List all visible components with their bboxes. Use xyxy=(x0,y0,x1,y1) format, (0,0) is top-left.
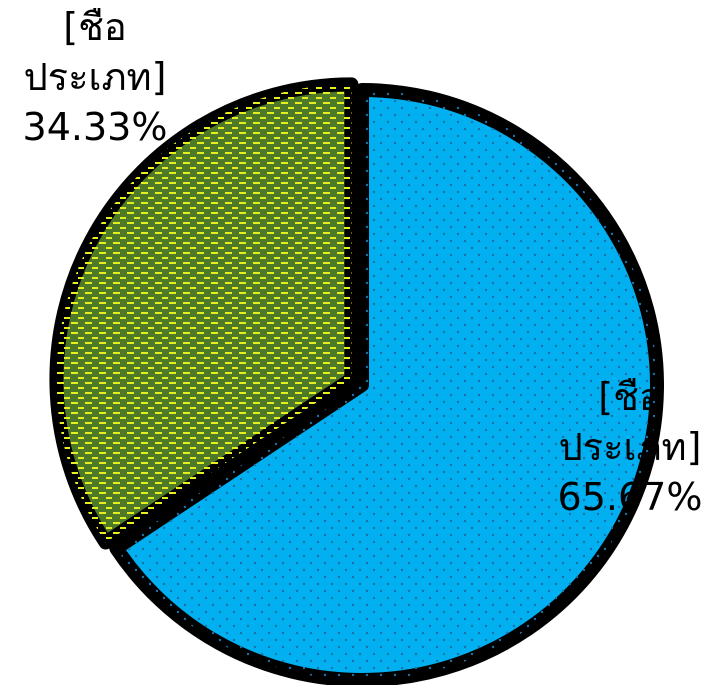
data-label: [ชือ ประเภท] 34.33% xyxy=(0,2,195,152)
category-label: [ชือ ประเภท] xyxy=(23,5,167,99)
slice-texture xyxy=(56,84,352,543)
slice-texture xyxy=(116,90,658,680)
data-label: [ชือ ประเภท] 65.67% xyxy=(530,372,714,522)
percent-label: 65.67% xyxy=(557,475,703,519)
category-label: [ชือ ประเภท] xyxy=(558,375,702,469)
percent-label: 34.33% xyxy=(22,105,168,149)
